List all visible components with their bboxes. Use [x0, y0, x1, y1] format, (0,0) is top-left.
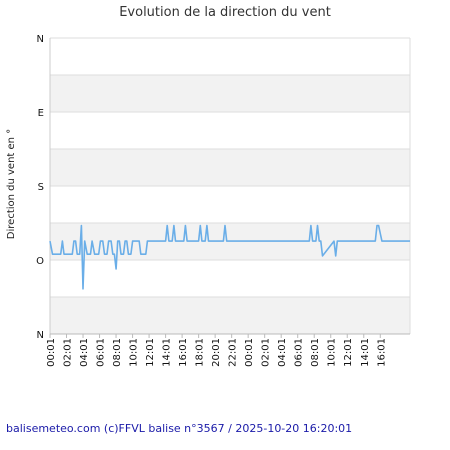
- x-tick-label: 06:01: [294, 338, 305, 367]
- x-tick-label: 02:01: [63, 338, 74, 367]
- chart-title: Evolution de la direction du vent: [119, 5, 331, 20]
- plot-band: [50, 38, 410, 75]
- y-tick-label: S: [38, 182, 44, 193]
- x-tick-label: 22:01: [228, 338, 239, 367]
- y-tick-label: N: [37, 330, 44, 341]
- x-tick-label: 16:01: [376, 338, 387, 367]
- x-tick-label: 06:01: [96, 338, 107, 367]
- x-tick-label: 16:01: [178, 338, 189, 367]
- x-tick-label: 10:01: [129, 338, 140, 367]
- x-tick-label: 08:01: [112, 338, 123, 367]
- y-tick-label: E: [38, 108, 44, 119]
- series-layer: [49, 224, 410, 290]
- x-tick-label: 14:01: [360, 338, 371, 367]
- x-tick-label: 00:01: [244, 338, 255, 367]
- x-tick-label: 14:01: [162, 338, 173, 367]
- x-tick-label: 12:01: [343, 338, 354, 367]
- plot-band: [50, 112, 410, 149]
- plot-band: [50, 186, 410, 223]
- x-tick-label: 04:01: [79, 338, 90, 367]
- plot-band: [50, 149, 410, 186]
- x-tick-label: 20:01: [211, 338, 222, 367]
- x-ticks: 00:01 02:01 04:01 06:01 08:01 10:01 12:01 14:01…: [46, 334, 387, 367]
- x-tick-label: 12:01: [145, 338, 156, 367]
- y-axis-label: Direction du vent en °: [6, 129, 17, 239]
- x-tick-label: 00:01: [46, 338, 57, 367]
- plot-grid: [49, 37, 411, 335]
- x-tick-label: 10:01: [327, 338, 338, 367]
- y-ticks: N E S O N: [36, 34, 44, 341]
- plot-band: [50, 297, 410, 334]
- wind-direction-series-line: [49, 224, 410, 290]
- plot-band: [50, 260, 410, 297]
- x-tick-label: 04:01: [277, 338, 288, 367]
- y-tick-label: O: [36, 256, 44, 267]
- y-tick-label: N: [37, 34, 44, 45]
- x-tick-label: 02:01: [261, 338, 272, 367]
- x-tick-label: 08:01: [310, 338, 321, 367]
- plot-band: [50, 75, 410, 112]
- x-tick-label: 18:01: [195, 338, 206, 367]
- source-footer: balisemeteo.com (c)FFVL balise n°3567 / …: [6, 422, 353, 435]
